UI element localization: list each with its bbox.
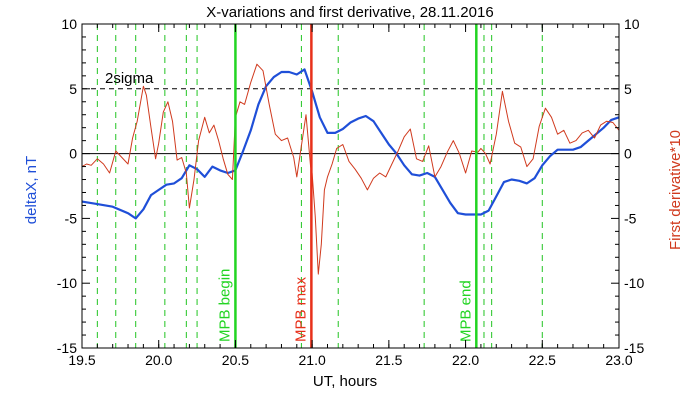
y-tick-label-left-5: 10 [61,16,77,32]
x-tick-label-4: 21.5 [375,352,402,368]
x-tick-label-5: 22.0 [452,352,479,368]
y-tick-label-left-1: -10 [57,275,77,291]
y-tick-label-right-1: -10 [624,275,644,291]
x-tick-label-6: 22.5 [529,352,556,368]
y-tick-label-left-2: -5 [65,210,78,226]
x-tick-label-0: 19.5 [68,352,95,368]
marker-label-mpb-end: MPB end [457,280,474,342]
x-tick-label-1: 20.0 [145,352,172,368]
y-tick-label-right-0: -15 [624,340,644,356]
x-tick-label-7: 23.0 [605,352,632,368]
series-deltax-line [81,68,620,220]
y-tick-label-right-4: 5 [624,81,632,97]
plot-area: 2sigma MPB begin MPB max MPB end 19.5 20.0 20.… [57,16,645,368]
sigma-label: 2sigma [105,70,154,87]
y-axis-left-label: deltaX, nT [23,156,40,224]
y-tick-label-left-4: 5 [69,81,77,97]
marker-label-mpb-max: MPB max [292,276,309,342]
series-derivative-line [81,63,620,275]
marker-label-mpb-begin: MPB begin [216,269,233,342]
x-tick-label-3: 21.0 [299,352,326,368]
x-axis-label: UT, hours [313,373,377,390]
y-axis-right-label: First derivative*10 [667,130,684,250]
y-tick-label-right-3: 0 [624,146,632,162]
y-tick-label-left-3: 0 [69,146,77,162]
chart-title: X-variations and first derivative, 28.11… [206,4,493,21]
y-tick-label-right-5: 10 [624,16,640,32]
x-tick-label-2: 20.5 [222,352,249,368]
y-tick-label-left-0: -15 [57,340,77,356]
y-tick-label-right-2: -5 [624,210,637,226]
plot-frame [81,23,620,349]
